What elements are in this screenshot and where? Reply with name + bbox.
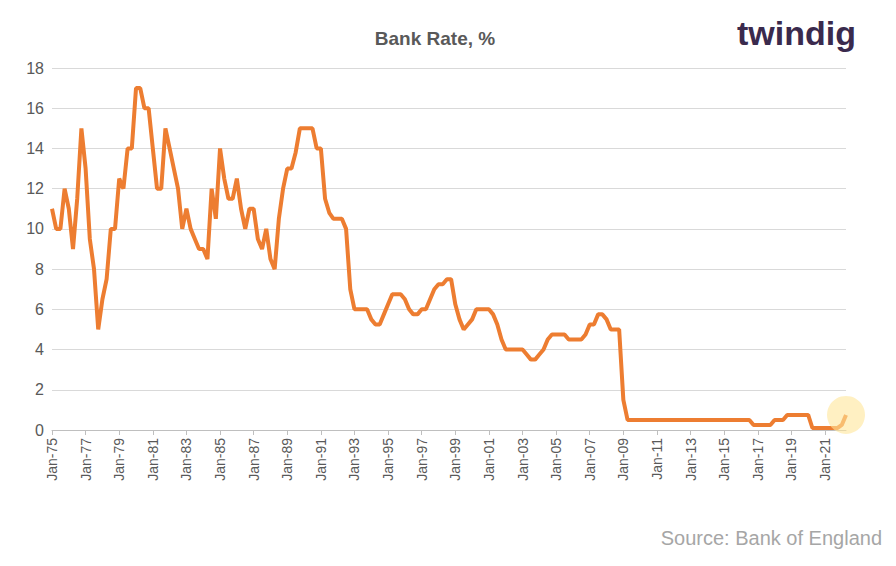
- svg-text:Source: Bank of England: Source: Bank of England: [661, 527, 882, 549]
- svg-text:14: 14: [26, 140, 44, 157]
- svg-text:Jan-93: Jan-93: [346, 438, 362, 481]
- svg-text:Jan-91: Jan-91: [313, 438, 329, 481]
- svg-text:twindig: twindig: [737, 14, 856, 52]
- svg-text:Jan-03: Jan-03: [515, 438, 531, 481]
- svg-text:Jan-19: Jan-19: [783, 438, 799, 481]
- svg-text:6: 6: [35, 301, 44, 318]
- svg-text:Jan-17: Jan-17: [750, 438, 766, 481]
- svg-text:2: 2: [35, 381, 44, 398]
- svg-text:Jan-95: Jan-95: [380, 438, 396, 481]
- svg-text:Jan-83: Jan-83: [178, 438, 194, 481]
- svg-text:16: 16: [26, 100, 44, 117]
- svg-text:18: 18: [26, 60, 44, 77]
- svg-text:10: 10: [26, 220, 44, 237]
- svg-text:Jan-11: Jan-11: [649, 438, 665, 480]
- svg-text:8: 8: [35, 261, 44, 278]
- svg-text:Jan-13: Jan-13: [683, 438, 699, 481]
- svg-text:Bank Rate, %: Bank Rate, %: [375, 28, 495, 49]
- svg-text:Jan-75: Jan-75: [44, 438, 60, 481]
- svg-text:Jan-87: Jan-87: [246, 438, 262, 481]
- svg-text:Jan-81: Jan-81: [145, 438, 161, 481]
- svg-text:Jan-01: Jan-01: [481, 438, 497, 481]
- svg-text:Jan-79: Jan-79: [111, 438, 127, 481]
- svg-text:Jan-09: Jan-09: [615, 438, 631, 481]
- svg-text:Jan-99: Jan-99: [447, 438, 463, 481]
- svg-text:Jan-97: Jan-97: [414, 438, 430, 481]
- svg-text:Jan-85: Jan-85: [212, 438, 228, 481]
- svg-text:4: 4: [35, 341, 44, 358]
- svg-text:Jan-89: Jan-89: [279, 438, 295, 481]
- svg-text:Jan-15: Jan-15: [716, 438, 732, 481]
- svg-text:Jan-77: Jan-77: [78, 438, 94, 481]
- svg-text:Jan-21: Jan-21: [817, 438, 833, 481]
- svg-text:Jan-05: Jan-05: [548, 438, 564, 481]
- svg-text:Jan-07: Jan-07: [582, 438, 598, 481]
- svg-text:12: 12: [26, 180, 44, 197]
- svg-text:0: 0: [35, 422, 44, 439]
